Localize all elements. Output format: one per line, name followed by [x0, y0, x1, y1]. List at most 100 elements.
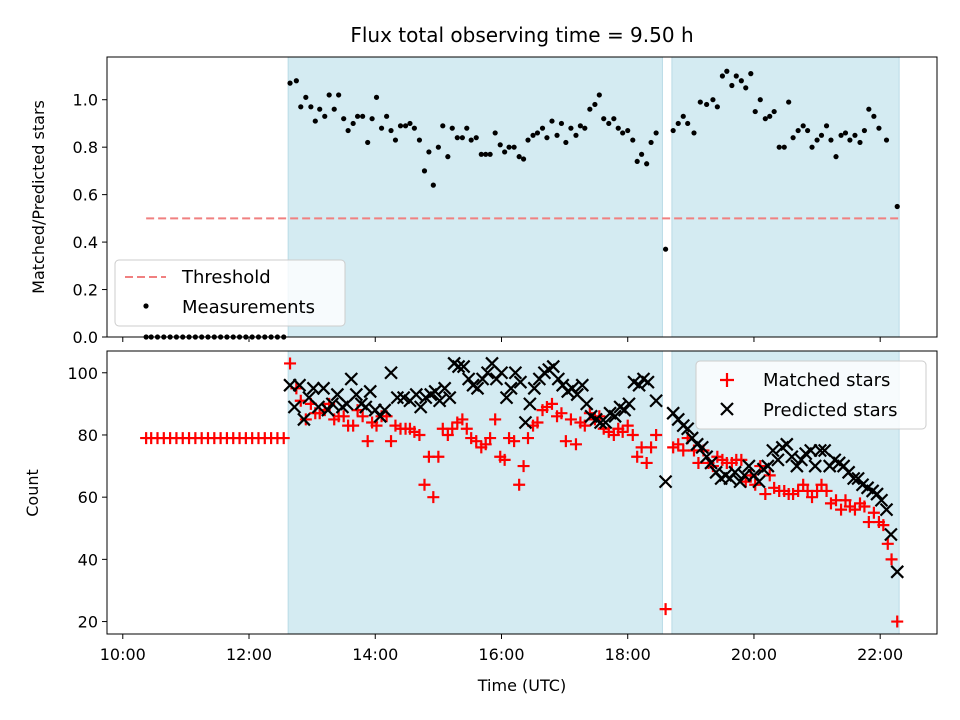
- predicted-stars-point: [432, 393, 447, 408]
- measurement-point: [397, 123, 404, 129]
- measurement-point: [852, 132, 858, 138]
- x-tick-label: 10:00: [100, 645, 146, 664]
- predicted-stars-point: [785, 449, 799, 464]
- measurement-point: [468, 137, 474, 143]
- legend-matched-swatch: [720, 373, 734, 387]
- matched-stars-point: [621, 419, 634, 432]
- y-tick-label: 80: [78, 426, 98, 445]
- matched-stars-point: [456, 413, 469, 426]
- x-tick-label: 22:00: [857, 645, 903, 664]
- measurement-point: [625, 127, 631, 134]
- predicted-stars-point: [551, 372, 566, 386]
- x-tick-label: 20:00: [731, 645, 777, 664]
- predicted-stars-point: [608, 409, 622, 424]
- measurement-point: [670, 127, 676, 134]
- matched-stars-point: [479, 438, 492, 451]
- measurement-point: [563, 139, 569, 146]
- measurement-point: [331, 106, 337, 112]
- predicted-stars-point: [728, 465, 742, 480]
- measurement-point: [675, 120, 681, 127]
- measurement-point: [592, 101, 598, 108]
- bottom-y-axis-label: Count: [23, 469, 42, 517]
- measurement-point: [805, 127, 811, 134]
- chart-title: Flux total observing time = 9.50 h: [350, 23, 693, 47]
- measurement-point: [596, 92, 602, 98]
- y-tick-label: 20: [78, 613, 98, 632]
- measurement-point: [445, 154, 451, 160]
- y-tick-label: 1.0: [73, 91, 98, 110]
- matched-stars-point: [427, 491, 440, 504]
- measurement-point: [833, 154, 839, 160]
- y-tick-label: 0.2: [73, 281, 98, 300]
- measurement-point: [539, 125, 546, 131]
- measurement-point: [322, 113, 328, 119]
- top-panel-frame: [106, 56, 938, 338]
- x-tick-label: 16:00: [478, 645, 524, 664]
- matched-stars-point: [508, 435, 521, 448]
- predicted-stars-point: [780, 437, 794, 452]
- matched-stars-point: [820, 484, 833, 497]
- matched-stars-point: [607, 428, 620, 441]
- measurement-point: [876, 125, 882, 131]
- measurement-point: [767, 113, 773, 119]
- matched-stars-point: [337, 410, 350, 423]
- legend-predicted-swatch: [720, 402, 734, 416]
- legend-matched-label: Matched stars: [763, 370, 890, 391]
- predicted-stars-point: [742, 459, 756, 473]
- predicted-stars-point: [890, 565, 905, 579]
- predicted-stars-point: [316, 381, 331, 396]
- matched-stars-point: [555, 407, 568, 420]
- matched-stars-point: [498, 453, 511, 466]
- predicted-stars-point: [761, 459, 775, 473]
- predicted-stars-point: [632, 378, 646, 392]
- predicted-stars-point: [456, 359, 471, 374]
- predicted-stars-point: [428, 384, 442, 399]
- measurement-point: [757, 97, 763, 103]
- measurement-point: [350, 120, 356, 127]
- top-x-ticks: [122, 337, 881, 342]
- measurement-point: [407, 120, 413, 127]
- predicted-stars-point: [771, 453, 785, 467]
- y-tick-label: 0.8: [73, 138, 98, 157]
- predicted-stars-point: [297, 412, 311, 427]
- matched-stars-point: [692, 456, 705, 469]
- predicted-stars-point: [790, 459, 804, 473]
- matched-stars-point: [284, 357, 297, 370]
- measurement-point: [530, 132, 536, 138]
- predicted-stars-point: [870, 487, 884, 501]
- predicted-stars-point: [766, 443, 780, 458]
- measurement-point: [487, 151, 493, 157]
- predicted-stars-point: [321, 403, 335, 417]
- measurement-point: [317, 106, 323, 112]
- measurement-point: [525, 137, 531, 143]
- measurement-point: [492, 130, 498, 136]
- matched-stars-point: [735, 453, 748, 466]
- measurement-point: [369, 116, 375, 122]
- measurement-point: [714, 104, 720, 110]
- predicted-stars-point: [846, 471, 861, 486]
- matched-stars-point: [545, 397, 558, 410]
- predicted-stars-point: [349, 387, 364, 402]
- top-y-axis-label: Matched/Predicted stars: [29, 100, 48, 294]
- x-tick-label: 12:00: [226, 645, 272, 664]
- predicted-stars-point: [733, 474, 747, 489]
- measurement-point: [478, 151, 484, 157]
- measurement-point: [354, 113, 361, 119]
- measurement-point: [697, 99, 703, 105]
- predicted-stars-point: [617, 403, 632, 417]
- measurement-point: [786, 99, 792, 105]
- measurement-point: [326, 92, 332, 98]
- measurement-point: [680, 113, 686, 119]
- predicted-stars-point: [377, 403, 392, 417]
- predicted-stars-point: [874, 493, 889, 508]
- predicted-stars-point: [325, 397, 340, 411]
- predicted-stars-point: [499, 390, 514, 405]
- measurement-point: [615, 125, 621, 131]
- predicted-stars-point: [879, 502, 894, 517]
- measurement-point: [483, 151, 489, 157]
- matched-stars-point: [413, 428, 426, 441]
- measurement-point: [894, 203, 900, 210]
- predicted-stars-point: [384, 365, 398, 380]
- predicted-stars-point: [527, 381, 542, 396]
